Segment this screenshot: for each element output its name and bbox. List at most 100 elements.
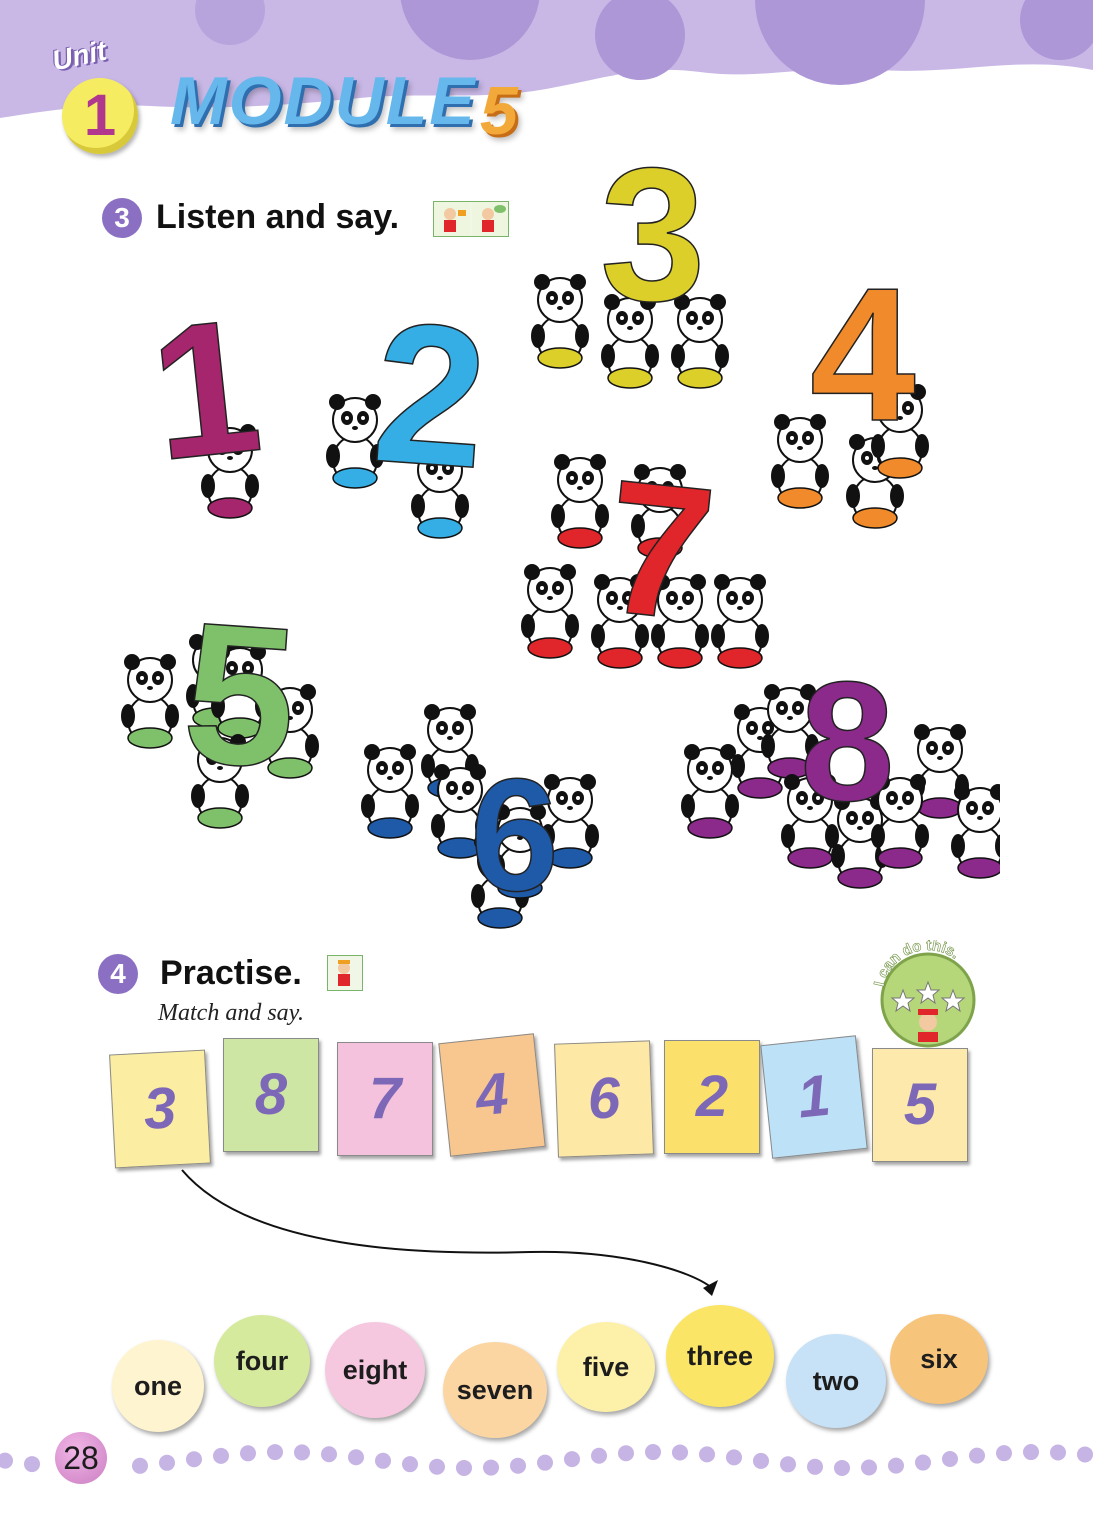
footer-dot [996,1445,1012,1462]
word-circle-five[interactable]: five [557,1322,655,1412]
panda-figure [591,574,649,669]
number-card-2[interactable]: 2 [664,1040,760,1154]
number-card-4[interactable]: 4 [438,1033,546,1157]
number-card-6[interactable]: 6 [554,1040,654,1158]
footer-dot [861,1459,877,1476]
word-circle-three[interactable]: three [666,1305,774,1407]
footer-dot [483,1459,499,1476]
panda-figure [711,574,769,669]
footer-dot [699,1446,715,1463]
footer-dot [618,1445,634,1462]
panda-figure [531,274,589,369]
panda-figure [541,774,599,869]
page-number: 28 [63,1440,99,1476]
footer-dot [564,1451,580,1468]
panda-figure [431,764,489,859]
footer-dot [348,1449,364,1466]
footer-dot [537,1454,553,1471]
page-number-badge [55,1432,107,1484]
word-circle-eight[interactable]: eight [325,1322,425,1418]
footer-dot [132,1457,148,1474]
panda-figure [651,574,709,669]
illustration-numeral-4: 4 [810,249,916,461]
illustration-numeral-5: 5 [177,580,304,810]
instruction-text: Match and say. [158,1000,304,1026]
module-number: 5 [480,73,518,149]
footer-dot [186,1451,202,1468]
footer-dot [942,1450,958,1467]
number-card-7[interactable]: 7 [337,1042,433,1156]
illustration-numeral-1: 1 [142,279,269,501]
word-circle-two[interactable]: two [786,1334,886,1428]
footer-dot [645,1444,661,1461]
panda-figure [411,444,469,539]
number-card-3[interactable]: 3 [109,1049,211,1169]
module-title: MODULE [170,63,477,139]
number-card-1[interactable]: 1 [760,1035,868,1159]
example-match-arrow [181,1169,718,1296]
footer-dot [456,1459,472,1476]
section-3-title: Listen and say. [156,198,400,236]
word-circle-four[interactable]: four [214,1315,310,1407]
panda-figure [681,744,739,839]
illustration-numeral-2: 2 [367,280,494,510]
panda-figure [671,294,729,389]
word-circle-seven[interactable]: seven [443,1342,547,1438]
footer-dot [159,1454,175,1471]
i-can-do-this-badge: I can do this. [871,940,976,1048]
unit-number: 1 [83,83,117,148]
section-4-number: 4 [98,954,138,994]
panda-figure [951,784,1000,879]
number-card-5[interactable]: 5 [872,1048,968,1162]
section-4-title: Practise. [160,954,302,992]
panda-figure [491,804,549,899]
footer-dot [24,1456,40,1473]
word-circle-six[interactable]: six [890,1314,988,1404]
panda-figure [871,774,929,869]
panda-figure [201,424,259,519]
unit-badge [62,78,138,154]
section-3-number: 3 [102,198,142,238]
panda-figure [871,384,929,479]
panda-figure [631,464,689,559]
header-band [0,0,1093,118]
panda-figure [261,684,319,779]
panda-figure [781,774,839,869]
footer-dots [0,1444,1093,1476]
footer-dot [321,1446,337,1463]
footer-dot [780,1456,796,1473]
panda-figure [326,394,384,489]
illustration-numeral-6: 6 [470,745,559,924]
footer-dot [375,1452,391,1469]
footer-dot [0,1452,13,1469]
panda-figure [761,684,819,779]
footer-dot [429,1458,445,1475]
footer-dot [402,1456,418,1473]
footer-dot [267,1444,283,1461]
footer-dot [915,1454,931,1471]
footer-dot [1077,1446,1093,1463]
panda-figure [361,744,419,839]
footer-dot [294,1444,310,1461]
footer-dot [888,1457,904,1474]
panda-figure [831,794,889,889]
panda-figure [601,294,659,389]
footer-dot [969,1447,985,1464]
practise-icon [327,955,363,991]
footer-dot [1023,1444,1039,1461]
footer-dot [1050,1444,1066,1461]
word-circle-one[interactable]: one [112,1340,204,1432]
panda-figure [551,454,609,549]
footer-dot [807,1458,823,1475]
illustration-numeral-7: 7 [596,440,723,662]
listen-and-speak-icon [433,201,509,237]
illustration-numeral-8: 8 [800,647,895,837]
number-card-8[interactable]: 8 [223,1038,319,1152]
panda-figure [771,414,829,509]
footer-dot [834,1459,850,1476]
footer-dot [240,1445,256,1462]
footer-dot [753,1452,769,1469]
footer-dot [510,1457,526,1474]
footer-dot [672,1444,688,1461]
